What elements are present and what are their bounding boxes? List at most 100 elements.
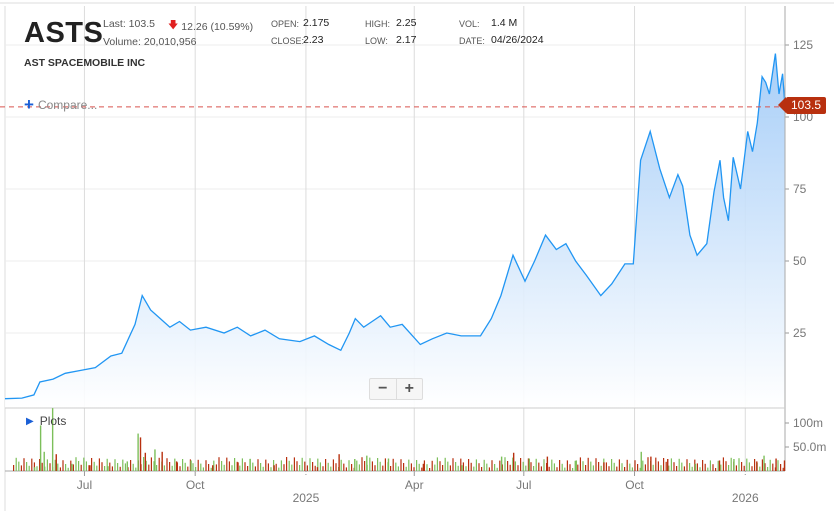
volume-bar [561,463,563,471]
volume-bar [780,464,782,471]
volume-bar [257,459,259,471]
volume-bar [184,462,186,471]
zoom-out-button[interactable]: − [370,379,397,399]
volume-bar [759,466,761,471]
volume-bar [475,459,477,471]
volume-bar [592,465,594,471]
volume-bar [127,467,129,471]
volume-bar [104,466,106,471]
volume-bar [254,466,256,471]
volume-bar [192,463,194,471]
volume-bar [772,463,774,471]
volume-bar [332,459,334,471]
volume-bar [494,464,496,471]
volume-bar [735,465,737,471]
compare-button[interactable]: + Compare... [24,96,97,113]
volume-bar [470,462,472,471]
volume-bar [442,465,444,471]
volume-bar [434,464,436,471]
volume-bar [72,464,74,471]
volume-bar [449,465,451,471]
volume-bar [85,461,87,471]
volume-bar [691,466,693,471]
volume-bar [465,466,467,471]
volume-bar [600,465,602,471]
volume-bar [247,466,249,471]
volume-bar [293,457,295,471]
date-value: 04/26/2024 [491,34,544,46]
zoom-controls: − + [369,378,423,400]
high-label: HIGH: [365,19,391,29]
volume-bar [720,464,722,471]
volume-bar [270,467,272,471]
volume-bar [175,461,178,471]
volume-bar [190,460,192,471]
volume-bar [244,462,246,471]
volume-bar [57,463,59,471]
volume-bar [361,457,363,471]
volume-bar [613,462,615,471]
plots-toggle[interactable]: ▶ Plots [26,414,66,428]
volume-bar [553,463,555,471]
volume-bar [777,460,779,471]
volume-bar [481,467,483,471]
volume-bar [408,459,410,471]
volume-bar [83,457,85,471]
volume-bar [197,459,199,471]
volume-bar [288,460,290,471]
volume-bar [20,465,22,471]
volume-bar [278,467,280,471]
volume-bar [756,461,758,471]
volume-bar [722,457,724,471]
volume-bar [306,465,308,471]
volume-bar [733,459,735,471]
volume-bar [436,457,438,471]
volume-bar [325,459,327,471]
y-tick-label: 25 [793,326,807,340]
volume-bar [681,462,683,471]
volume-bar [410,463,412,471]
zoom-in-button[interactable]: + [404,380,414,397]
volume-bar [709,460,711,471]
volume-bar [291,464,293,471]
volume-bar [535,458,537,471]
volume-bar [119,466,121,471]
volume-bar [309,458,311,471]
volume-bar [559,460,561,471]
volume-bar [205,460,207,471]
volume-bar [387,458,390,471]
volume-bar [280,460,282,471]
volume-tick-label: 50.0m [793,440,826,454]
volume-bar [135,467,137,471]
volume-bar [33,467,36,471]
volume-bar [670,458,672,471]
volume-bar [33,462,35,471]
volume-bar [728,465,730,471]
volume-bar [348,460,350,471]
volume-bar [154,449,156,471]
volume-bar [18,461,20,471]
volume-bar [543,459,545,471]
volume-bar [738,458,740,471]
volume-bar [585,465,587,471]
volume-bar [566,460,568,471]
volume-bar [775,458,777,471]
volume-bar [137,433,139,471]
plots-label: Plots [39,414,67,428]
volume-bar [98,458,100,471]
volume-bar [275,463,277,471]
volume-bar [496,467,498,471]
volume-tick-label: 100m [793,416,823,430]
volume-bar [314,465,316,471]
volume-bar [699,467,701,471]
volume-bar [364,461,366,471]
volume-bar [575,460,577,471]
volume-bar [106,458,108,471]
volume-bar [603,462,605,471]
volume-bar [660,465,662,471]
volume-bar [514,461,516,471]
volume-bar [319,462,321,471]
volume-bar [390,466,392,471]
volume-bar [117,463,119,471]
